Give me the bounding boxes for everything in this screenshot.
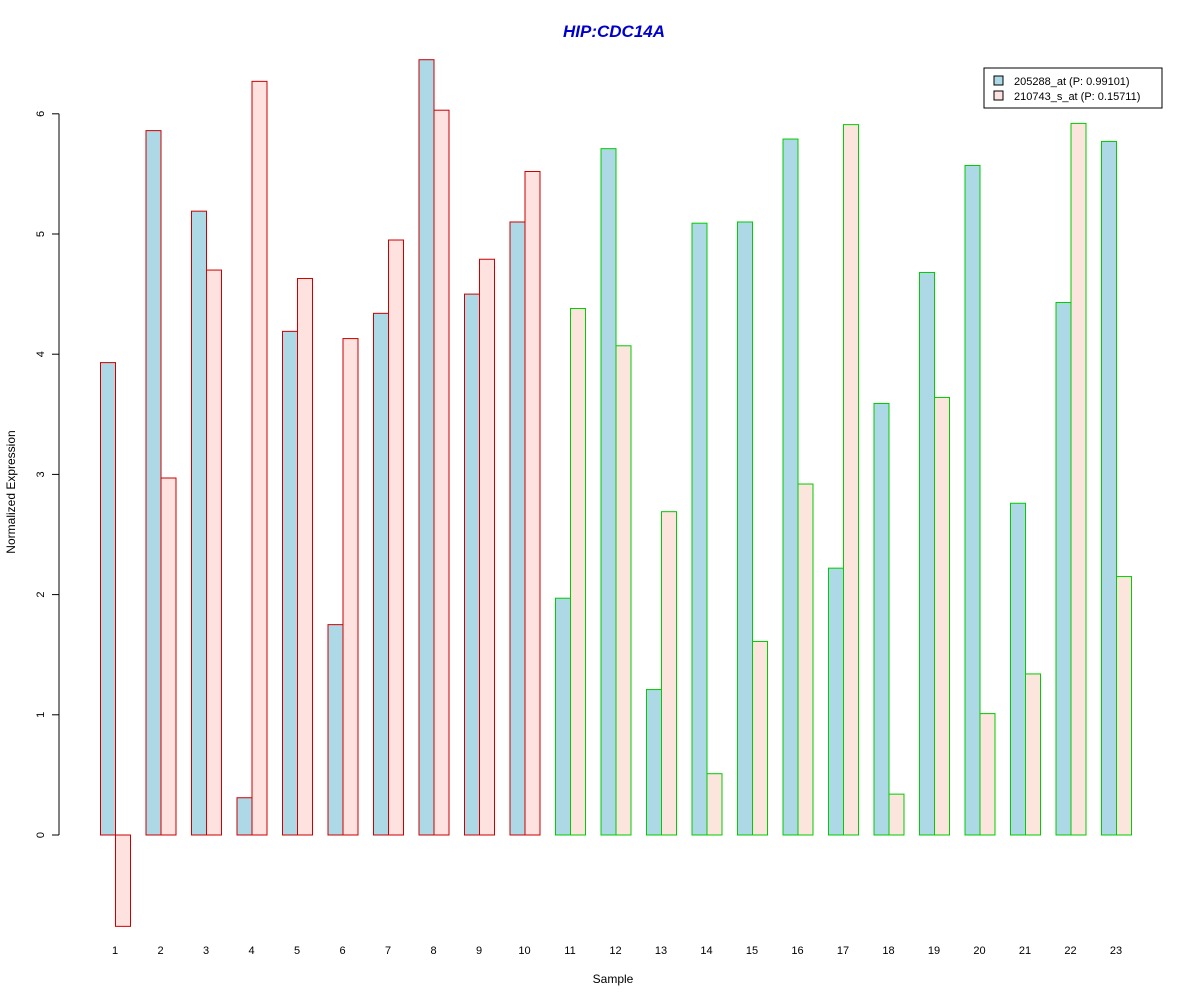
y-axis: 0 1 2 3 4 5 6 <box>35 111 60 838</box>
bar-series-2 <box>934 396 950 836</box>
bar-series-1 <box>282 330 298 836</box>
x-axis-ticks: 1 2 3 4 5 6 7 8 9 10 11 12 13 14 15 16 17 18 19 20 21 22 23 <box>112 945 1122 957</box>
bar-series-2 <box>706 773 723 836</box>
bar-series-1 <box>964 164 981 836</box>
bar-series-1 <box>373 312 389 836</box>
bars <box>100 59 1132 927</box>
x-tick-label: 4 <box>248 945 254 957</box>
bar-series-1 <box>646 689 662 836</box>
bar-series-2 <box>1025 673 1041 836</box>
x-tick-label: 20 <box>973 945 985 957</box>
x-tick-label: 6 <box>339 945 345 957</box>
bar-series-1 <box>873 402 890 836</box>
bar-series-2 <box>1070 122 1087 836</box>
bar-series-1 <box>100 362 116 836</box>
x-tick-label: 15 <box>746 945 758 957</box>
bar-series-2 <box>342 338 359 836</box>
x-tick-label: 7 <box>385 945 391 957</box>
legend-swatch-series-1 <box>993 75 1004 86</box>
legend: 205288_at (P: 0.99101) 210743_s_at (P: 0… <box>983 67 1163 109</box>
bar-series-2 <box>979 713 996 836</box>
x-tick-label: 12 <box>609 945 621 957</box>
bar-series-2 <box>661 511 677 836</box>
x-tick-label: 22 <box>1064 945 1076 957</box>
bar-series-1 <box>464 293 480 836</box>
x-tick-label: 18 <box>882 945 894 957</box>
bar-series-1 <box>327 624 344 836</box>
bar-series-1 <box>509 221 526 836</box>
bar-series-2 <box>752 640 768 836</box>
bar-series-1 <box>418 59 435 836</box>
legend-swatch-series-2 <box>993 90 1004 101</box>
bar-series-2 <box>206 269 222 836</box>
x-tick-label: 14 <box>700 945 712 957</box>
x-tick-label: 10 <box>518 945 530 957</box>
x-tick-label: 23 <box>1110 945 1122 957</box>
bar-series-1 <box>555 597 571 836</box>
x-tick-label: 13 <box>655 945 667 957</box>
bar-series-1 <box>828 567 844 836</box>
y-tick-label: 6 <box>35 111 47 117</box>
bar-series-2 <box>251 80 268 836</box>
legend-box <box>983 67 1163 109</box>
x-axis-label: Sample <box>593 972 634 986</box>
bar-series-1 <box>691 222 708 836</box>
bar-series-1 <box>919 271 935 836</box>
bar-series-2 <box>479 258 495 836</box>
y-tick-label: 4 <box>35 351 47 357</box>
y-axis-label: Normalized Expression <box>4 430 18 553</box>
x-tick-label: 19 <box>928 945 940 957</box>
bar-series-2 <box>843 124 859 836</box>
y-tick-label: 1 <box>35 712 47 718</box>
x-tick-label: 21 <box>1019 945 1031 957</box>
x-tick-label: 3 <box>203 945 209 957</box>
bar-series-1 <box>191 210 207 836</box>
x-tick-label: 17 <box>837 945 849 957</box>
bar-series-2 <box>388 239 404 836</box>
y-tick-label: 2 <box>35 592 47 598</box>
legend-label-series-1: 205288_at (P: 0.99101) <box>1014 76 1130 88</box>
bar-series-2 <box>160 477 177 836</box>
x-tick-label: 9 <box>476 945 482 957</box>
bar-series-2 <box>524 170 541 836</box>
x-tick-label: 5 <box>294 945 300 957</box>
x-tick-label: 8 <box>430 945 436 957</box>
bar-series-2 <box>297 277 313 836</box>
bar-series-1 <box>1101 140 1117 836</box>
bar-series-1 <box>145 130 162 836</box>
x-tick-label: 2 <box>157 945 163 957</box>
x-tick-label: 1 <box>112 945 118 957</box>
bar-series-2 <box>433 109 450 836</box>
bar-series-2 <box>888 793 905 836</box>
bar-series-2 <box>615 345 632 836</box>
bar-series-1 <box>236 797 253 836</box>
y-tick-label: 3 <box>35 471 47 477</box>
bar-series-1 <box>1055 302 1072 836</box>
y-tick-label: 0 <box>35 832 47 838</box>
y-tick-label: 5 <box>35 231 47 237</box>
bar-series-1 <box>1010 502 1026 836</box>
chart-title: HIP:CDC14A <box>563 22 665 41</box>
bar-series-2 <box>570 308 586 836</box>
bar-series-1 <box>782 138 799 836</box>
bar-series-1 <box>737 221 753 836</box>
x-tick-label: 11 <box>564 945 575 957</box>
x-tick-label: 16 <box>791 945 803 957</box>
bar-series-2 <box>1116 576 1132 836</box>
legend-label-series-2: 210743_s_at (P: 0.15711) <box>1014 91 1140 103</box>
bar-series-2 <box>797 483 814 836</box>
bar-series-2 <box>115 834 131 927</box>
bar-series-1 <box>600 148 617 836</box>
